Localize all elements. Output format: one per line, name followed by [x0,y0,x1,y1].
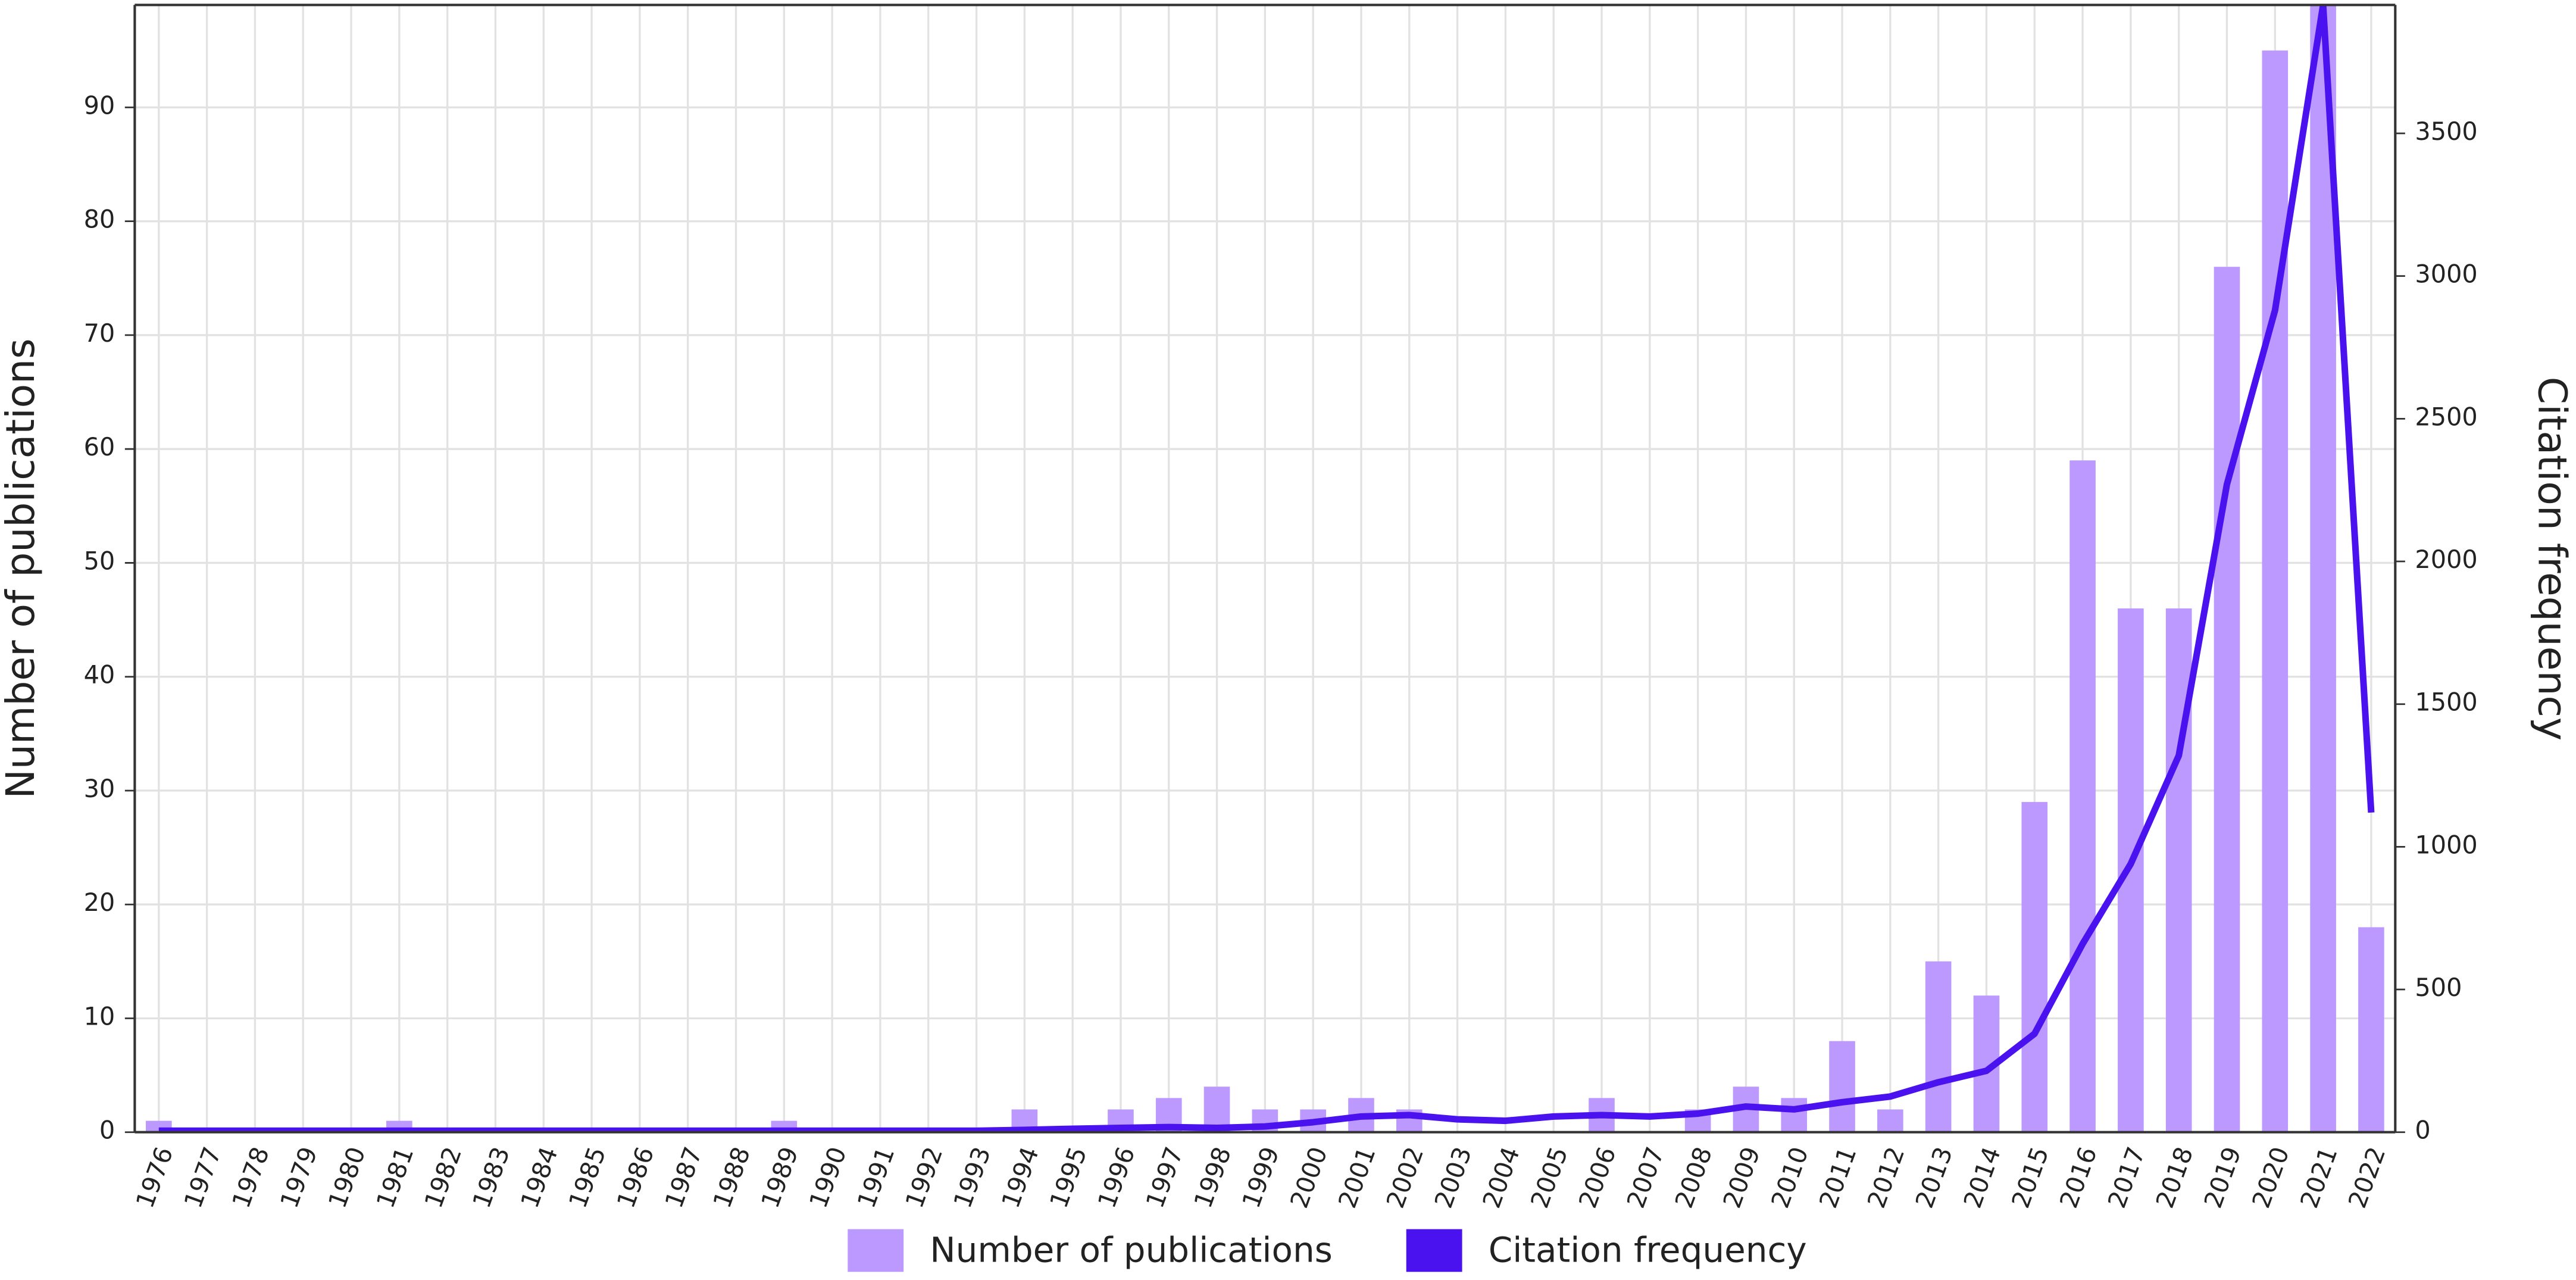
y2-tick-label: 3000 [2415,260,2477,289]
y2-tick-label: 2000 [2415,545,2477,574]
y2-axis-title: Citation frequency [2530,377,2575,741]
x-tick-label: 2001 [1333,1143,1381,1212]
x-tick-label: 1995 [1045,1143,1093,1212]
grid [135,5,2396,1134]
y-tick-label: 60 [84,433,115,461]
bar [1829,1041,1855,1132]
x-tick-label: 2005 [1525,1143,1574,1212]
x-tick-label: 1990 [804,1143,852,1212]
x-tick-label: 2021 [2295,1143,2343,1212]
x-tick-label: 1994 [996,1143,1045,1212]
x-tick-label: 1978 [227,1143,275,1212]
line [158,5,2375,1132]
x-tick-label: 2015 [2006,1143,2055,1212]
x-tick-label: 2022 [2343,1143,2391,1212]
x-tick-label: 1983 [467,1143,515,1212]
bar [1781,1098,1808,1132]
x-tick-label: 1996 [1092,1143,1140,1212]
y-tick-label: 70 [84,319,115,348]
bar [2262,50,2289,1132]
x-tick-label: 1984 [515,1143,564,1212]
x-tick-label: 2002 [1381,1143,1429,1212]
legend-swatch [848,1229,904,1272]
y-tick-label: 50 [84,547,115,575]
x-tick-label: 1988 [708,1143,756,1212]
y2-tick-label: 1500 [2415,688,2477,717]
x-tick-label: 1979 [275,1143,323,1212]
y-axis-title: Number of publications [0,338,43,798]
x-tick-label: 2017 [2102,1143,2150,1212]
x-tick-label: 2010 [1766,1143,1814,1212]
x-tick-label: 1989 [756,1143,804,1212]
y-tick-label: 10 [84,1002,115,1031]
x-tick-label: 2019 [2199,1143,2247,1212]
bar [1925,961,1952,1132]
x-tick-label: 1980 [323,1143,371,1212]
x-tick-label: 2008 [1670,1143,1718,1212]
legend-swatch [1406,1229,1462,1272]
y-tick-label: 80 [84,205,115,234]
y2-tick-label: 3500 [2415,117,2477,146]
legend-label: Number of publications [930,1229,1333,1270]
x-tick-label: 1986 [611,1143,659,1212]
y-tick-label: 20 [84,888,115,917]
x-tick-label: 1982 [419,1143,467,1212]
bar [2214,267,2240,1132]
x-tick-label: 1977 [179,1143,227,1212]
x-tick-label: 2012 [1862,1143,1910,1212]
x-tick-label: 1985 [563,1143,611,1212]
x-tick-label: 2009 [1718,1143,1766,1212]
legend-label: Citation frequency [1489,1229,1807,1270]
x-tick-label: 2000 [1285,1143,1333,1212]
bar [2358,927,2384,1132]
x-tick-label: 1976 [130,1143,179,1212]
x-tick-label: 2013 [1910,1143,1958,1212]
x-tick-label: 1997 [1140,1143,1189,1212]
x-tick-label: 2004 [1477,1143,1525,1212]
x-tick-label: 1998 [1189,1143,1237,1212]
x-tick-label: 2011 [1814,1143,1862,1212]
x-tick-label: 1999 [1237,1143,1285,1212]
y-tick-label: 40 [84,661,115,689]
x-tick-label: 1993 [948,1143,996,1212]
y-tick-label: 30 [84,775,115,803]
x-tick-label: 1991 [852,1143,900,1212]
x-tick-label: 1992 [900,1143,948,1212]
x-tick-label: 1987 [659,1143,708,1212]
bar [2069,460,2096,1132]
x-tick-label: 2016 [2054,1143,2102,1212]
y2-tick-label: 500 [2415,973,2462,1002]
y-tick-label: 0 [99,1116,115,1145]
x-tick-label: 2018 [2150,1143,2199,1212]
bar [1877,1109,1903,1132]
x-tick-label: 2020 [2247,1143,2295,1212]
x-tick-label: 2003 [1429,1143,1477,1212]
x-tick-label: 2014 [1958,1143,2006,1212]
x-tick-label: 1981 [371,1143,419,1212]
plot-area [145,5,2384,1132]
y2-tick-label: 2500 [2415,402,2477,431]
y-tick-label: 90 [84,91,115,120]
x-tick-label: 2007 [1621,1143,1670,1212]
y2-tick-label: 1000 [2415,831,2477,859]
x-tick-label: 2006 [1573,1143,1621,1212]
bar [2021,802,2048,1132]
y2-tick-label: 0 [2415,1116,2430,1145]
